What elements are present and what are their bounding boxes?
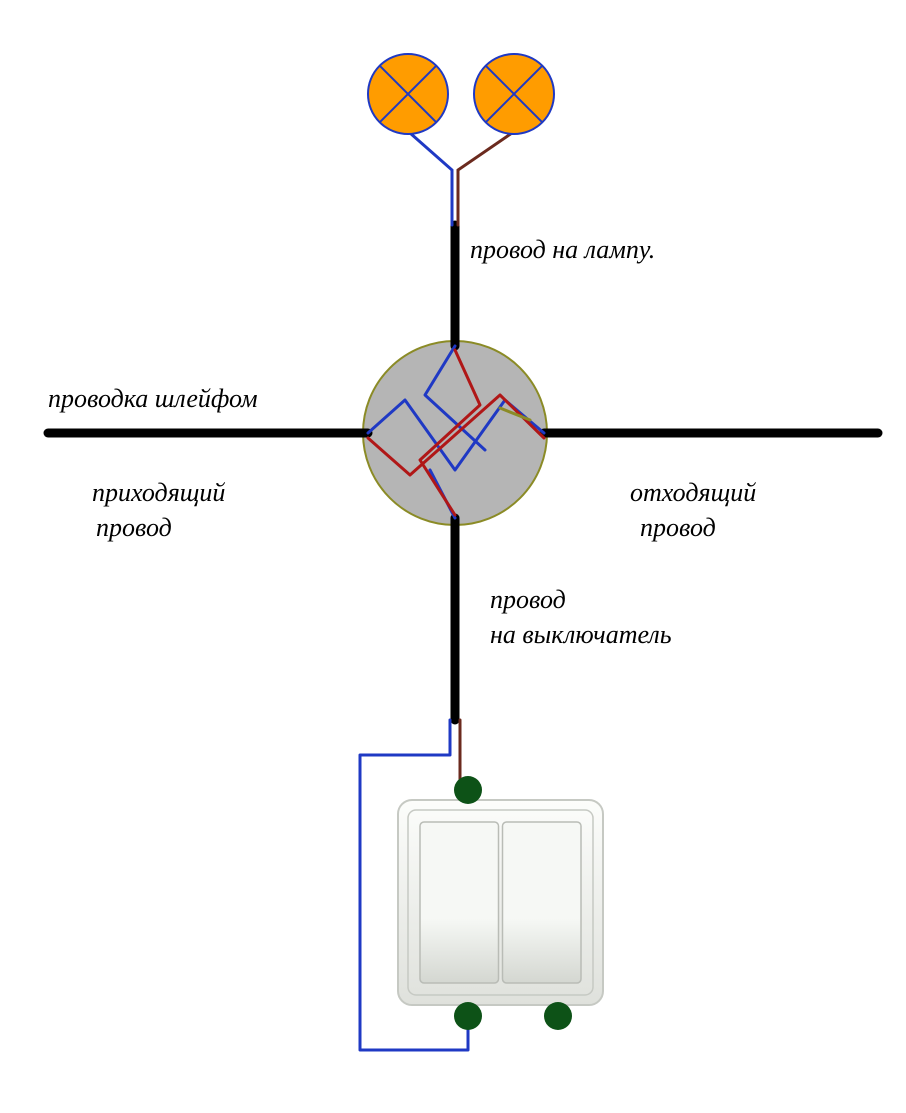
lamp-right-icon — [474, 54, 554, 134]
switch-terminal-botR — [544, 1002, 572, 1030]
wall-switch-icon — [398, 776, 603, 1030]
switch-terminal-botL — [454, 1002, 482, 1030]
switch-rocker-right — [503, 822, 582, 983]
wiring-diagram — [0, 0, 906, 1113]
switch-rocker-left — [420, 822, 499, 983]
lamp-feed-blue — [410, 133, 452, 225]
label-switch-wire-1: провод — [490, 585, 566, 615]
switch-terminal-top — [454, 776, 482, 804]
label-incoming-2: провод — [96, 513, 172, 543]
label-outgoing-1: отходящий — [630, 478, 756, 508]
label-daisy-chain: проводка шлейфом — [48, 384, 258, 414]
lamp-feed-brown — [458, 133, 512, 225]
label-outgoing-2: провод — [640, 513, 716, 543]
label-switch-wire-2: на выключатель — [490, 620, 672, 650]
label-incoming-1: приходящий — [92, 478, 225, 508]
label-lamp-wire: провод на лампу. — [470, 235, 655, 265]
lamp-left-icon — [368, 54, 448, 134]
